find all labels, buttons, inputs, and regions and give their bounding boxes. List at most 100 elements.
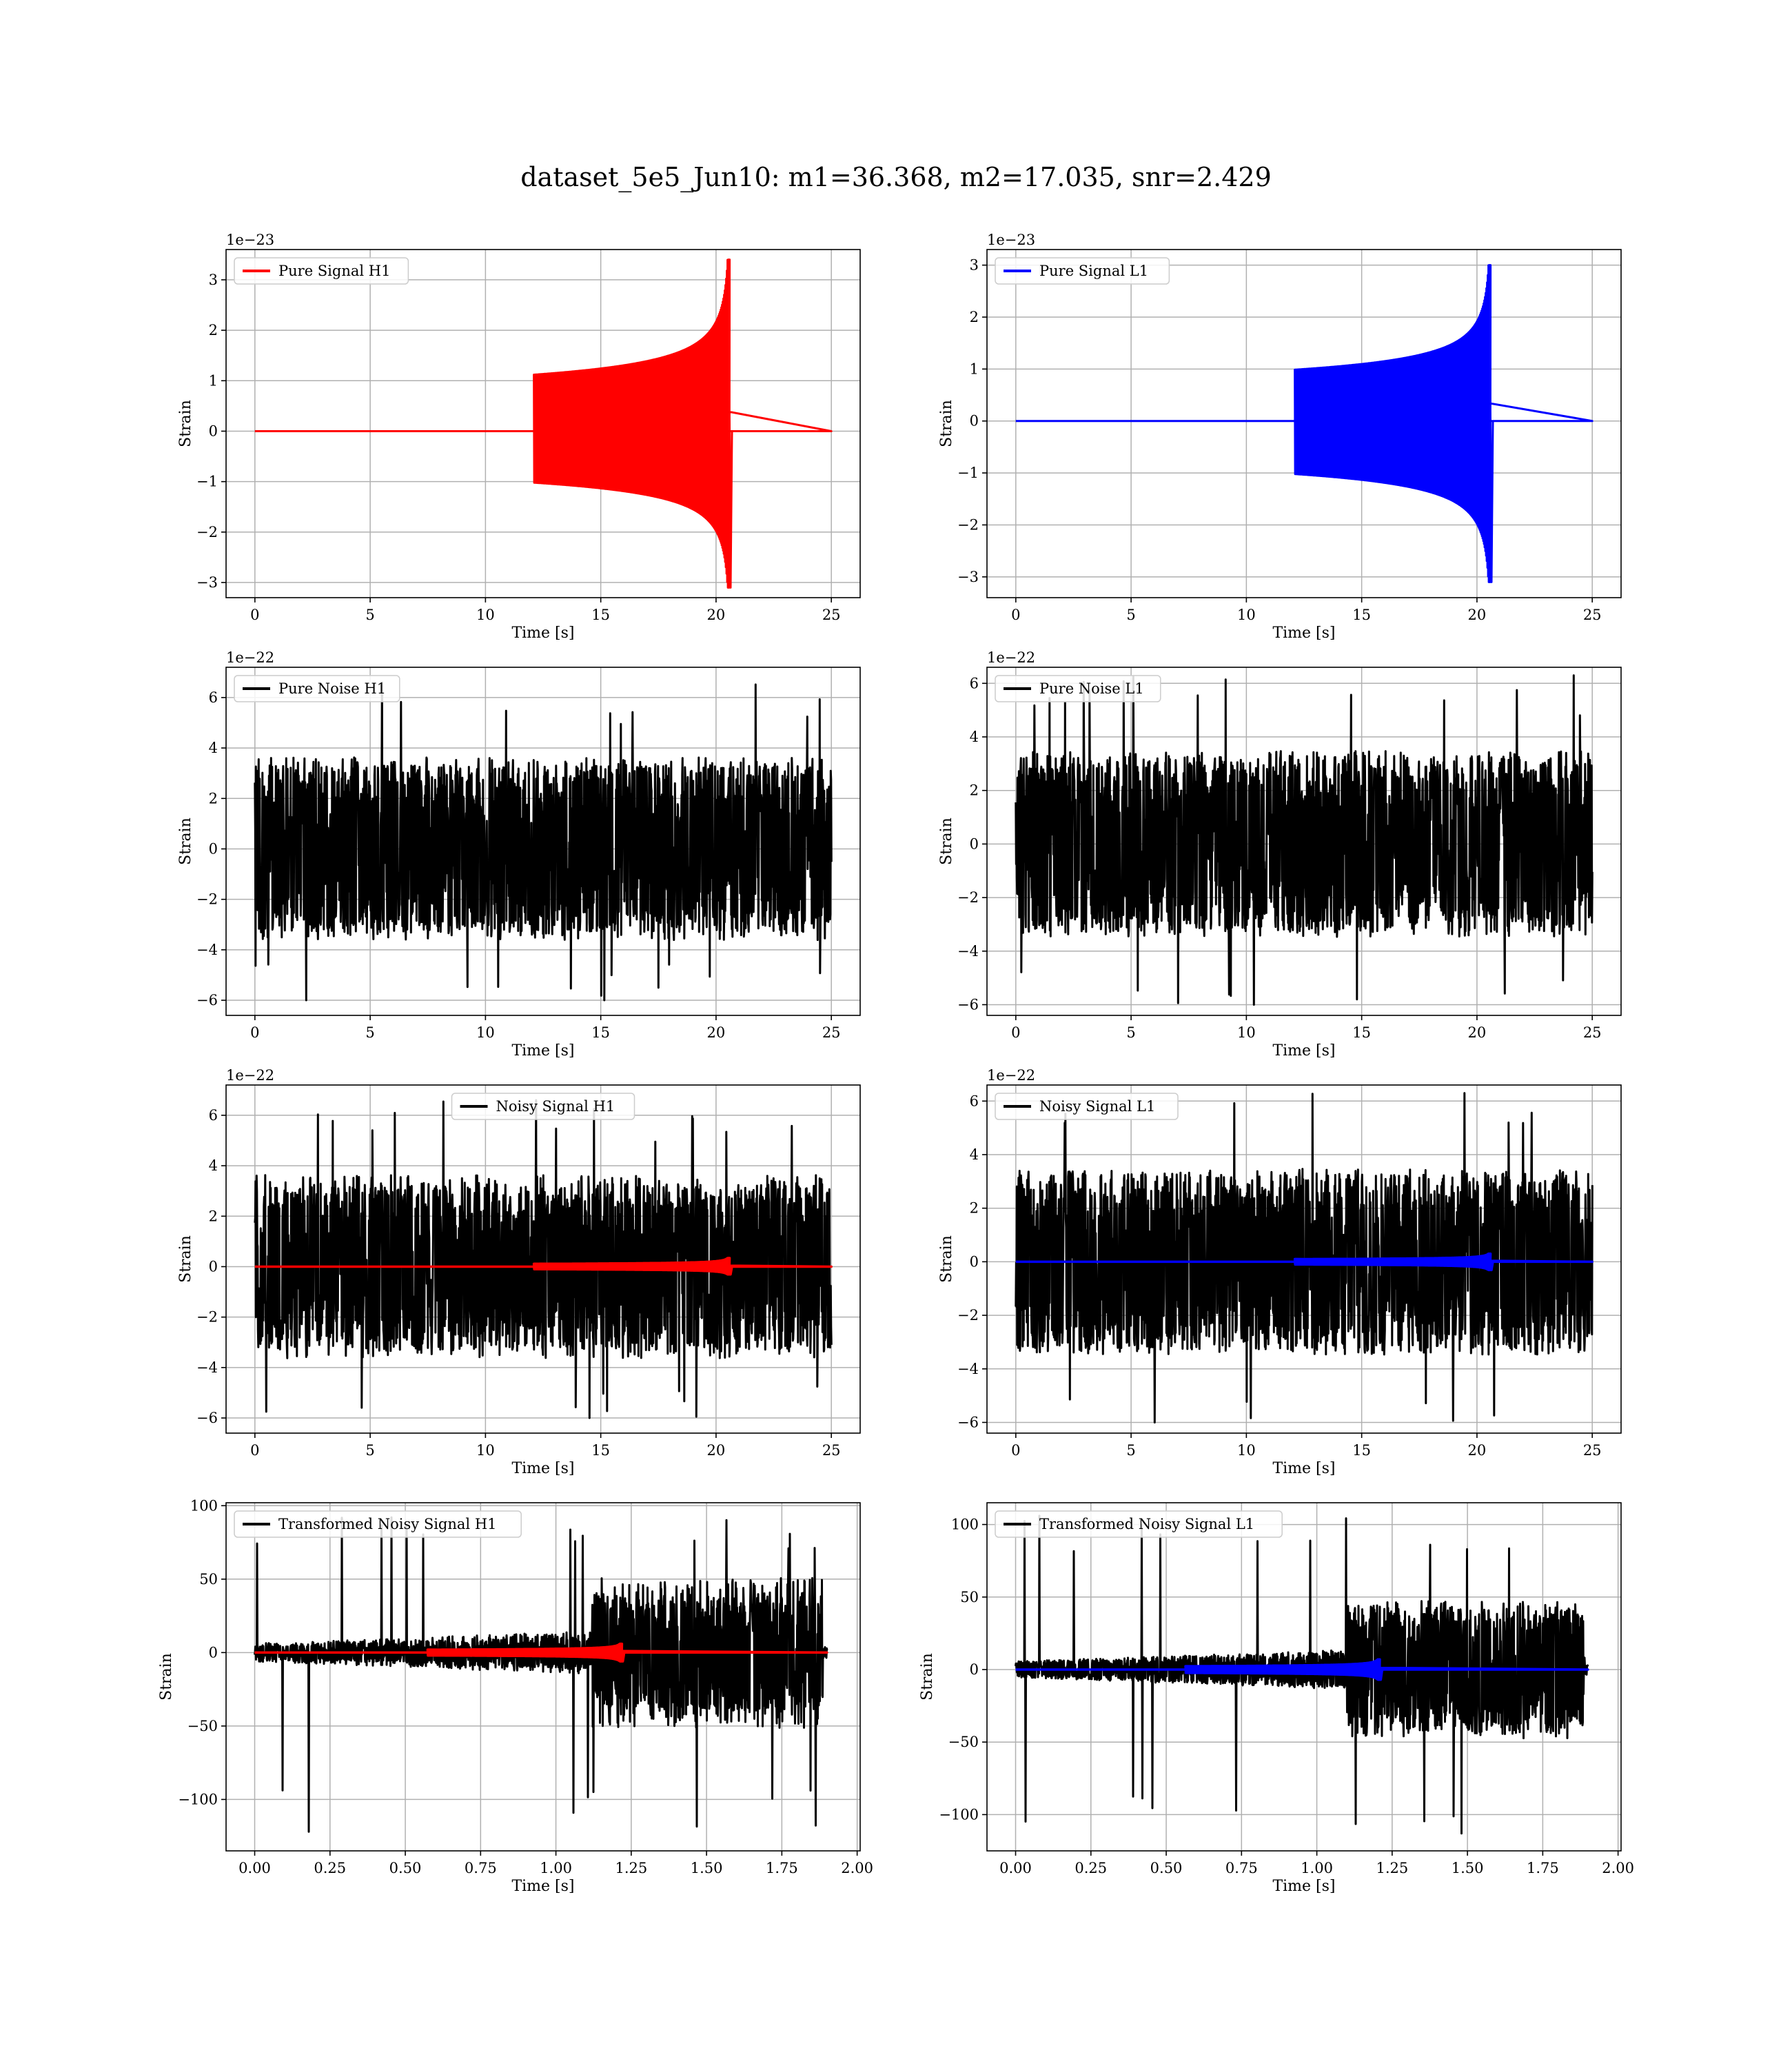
subplot-5: 0 5 10 15 20 25 −6 −4 −2 0 2 4 6 Time [s] Strain 1e−22 N… xyxy=(177,1067,861,1477)
x-tick-label: 0 xyxy=(250,1442,259,1459)
x-tick-label: 1.75 xyxy=(766,1860,798,1876)
y-tick-label: −2 xyxy=(196,1309,218,1326)
legend: Noisy Signal L1 xyxy=(995,1093,1179,1120)
x-tick-label: 5 xyxy=(1126,1024,1135,1041)
x-tick-label: 5 xyxy=(1126,1442,1135,1459)
x-tick-label: 5 xyxy=(365,1024,374,1041)
figure-title: dataset_5e5_Jun10: m1=36.368, m2=17.035,… xyxy=(520,162,1272,193)
x-tick-label: 0.50 xyxy=(389,1860,422,1876)
x-tick-label: 0 xyxy=(1011,1024,1020,1041)
x-tick-label: 10 xyxy=(1237,1024,1256,1041)
x-tick-label: 25 xyxy=(1583,607,1602,623)
noise-line-1 xyxy=(1015,1092,1594,1423)
x-tick-label: 0.50 xyxy=(1150,1860,1183,1876)
y-tick-label: −3 xyxy=(957,569,979,585)
legend: Transformed Noisy Signal H1 xyxy=(234,1510,522,1538)
subplot-3: 0 5 10 15 20 25 −6 −4 −2 0 2 4 6 Time [s] Strain 1e−22P… xyxy=(177,649,861,1060)
x-tick-label: 5 xyxy=(1126,607,1135,623)
x-axis-label: Time [s] xyxy=(1272,625,1335,642)
y-tick-label: 0 xyxy=(970,413,979,429)
x-tick-label: 0 xyxy=(250,607,259,623)
y-tick-label: 2 xyxy=(970,782,979,799)
signal-line-2 xyxy=(254,1257,833,1276)
y-tick-label: −100 xyxy=(939,1806,979,1823)
axes-frame xyxy=(986,249,1622,598)
x-tick-label: 10 xyxy=(476,1024,495,1041)
x-tick-label: 0 xyxy=(250,1024,259,1041)
x-tick-label: 5 xyxy=(365,1442,374,1459)
signal-line-2 xyxy=(254,1642,828,1663)
y-tick-label: −2 xyxy=(196,891,218,908)
y-tick-label: −6 xyxy=(196,992,218,1008)
x-tick-label: 2.00 xyxy=(1602,1860,1634,1876)
y-axis-label: Strain xyxy=(177,400,194,447)
y-offset-label: 1e−23 xyxy=(987,232,1035,248)
noise-line-1 xyxy=(254,681,833,1002)
legend-label: Noisy Signal L1 xyxy=(1039,1098,1155,1115)
subplot-1: 0 5 10 15 20 25 −3 −2 −1 0 1 2 3 Time [s] Strain 1e−23P… xyxy=(177,232,861,642)
x-tick-label: 25 xyxy=(1583,1442,1602,1459)
x-axis-label: Time [s] xyxy=(511,625,574,642)
axes-frame xyxy=(986,1084,1622,1434)
y-offset-label: 1e−22 xyxy=(987,649,1035,666)
y-tick-label: 2 xyxy=(209,790,218,807)
y-axis-label: Strain xyxy=(158,1653,175,1701)
y-tick-label: −1 xyxy=(196,474,218,490)
x-tick-label: 25 xyxy=(1583,1024,1602,1041)
y-tick-label: 2 xyxy=(209,322,218,338)
x-tick-label: 1.50 xyxy=(691,1860,723,1876)
x-tick-label: 0.75 xyxy=(1225,1860,1258,1876)
x-tick-label: 20 xyxy=(707,1442,726,1459)
y-tick-label: 3 xyxy=(970,257,979,274)
signal-line-2 xyxy=(1015,1252,1594,1272)
y-tick-label: 1 xyxy=(970,361,979,377)
x-tick-label: 20 xyxy=(1468,607,1487,623)
x-axis-label: Time [s] xyxy=(1272,1878,1335,1895)
y-tick-label: −2 xyxy=(196,524,218,540)
subplot-7: 0.00 0.25 0.50 0.75 1.00 1.25 1.50 1.75 2.00 −100… xyxy=(158,1497,873,1895)
x-tick-label: 0 xyxy=(1011,1442,1020,1459)
y-tick-label: 0 xyxy=(209,840,218,857)
x-tick-label: 20 xyxy=(1468,1024,1487,1041)
y-tick-label: 50 xyxy=(199,1571,218,1588)
y-tick-label: 0 xyxy=(209,1258,218,1275)
y-tick-label: −50 xyxy=(187,1718,218,1734)
axes-frame xyxy=(225,249,861,598)
axes-frame xyxy=(225,667,861,1016)
x-tick-label: 1.75 xyxy=(1527,1860,1559,1876)
y-tick-label: 6 xyxy=(209,689,218,706)
y-tick-label: −4 xyxy=(957,943,979,960)
signal-line-1 xyxy=(1015,264,1594,583)
subplot-6: 0 5 10 15 20 25 −6 −4 −2 0 2 4 6 Time [s] Strain 1e−22N… xyxy=(938,1067,1622,1477)
y-tick-label: 3 xyxy=(209,272,218,288)
legend-box xyxy=(451,1093,635,1120)
legend-box xyxy=(234,1510,522,1538)
legend: Transformed Noisy Signal L1 xyxy=(995,1510,1283,1538)
subplot-8: 0.00 0.25 0.50 0.75 1.00 1.25 1.50 1.75 2.00 −100… xyxy=(919,1502,1634,1895)
x-tick-label: 10 xyxy=(1237,1442,1256,1459)
y-axis-label: Strain xyxy=(177,818,194,865)
x-axis-label: Time [s] xyxy=(1272,1042,1335,1060)
legend: Pure Signal H1 xyxy=(234,257,409,285)
legend-box xyxy=(995,257,1170,285)
y-tick-label: 0 xyxy=(970,835,979,852)
y-tick-label: 6 xyxy=(209,1107,218,1124)
legend-box xyxy=(995,675,1161,702)
y-tick-label: 4 xyxy=(209,1157,218,1174)
legend-label: Noisy Signal H1 xyxy=(496,1098,615,1115)
y-tick-label: 0 xyxy=(209,423,218,439)
x-tick-label: 1.00 xyxy=(1301,1860,1333,1876)
x-tick-label: 15 xyxy=(591,1024,610,1041)
legend: Pure Noise L1 xyxy=(995,675,1161,702)
y-tick-label: 0 xyxy=(970,1253,979,1270)
legend-label: Pure Noise H1 xyxy=(278,680,386,697)
y-tick-label: 2 xyxy=(970,1200,979,1217)
y-tick-label: −100 xyxy=(178,1791,218,1807)
subplot-4: 0 5 10 15 20 25 −6 −4 −2 0 2 4 6 Time [s] Strain 1e−22P… xyxy=(938,649,1622,1060)
legend: Noisy Signal H1 xyxy=(451,1093,635,1120)
y-tick-label: −2 xyxy=(957,516,979,533)
x-tick-label: 25 xyxy=(822,1024,841,1041)
